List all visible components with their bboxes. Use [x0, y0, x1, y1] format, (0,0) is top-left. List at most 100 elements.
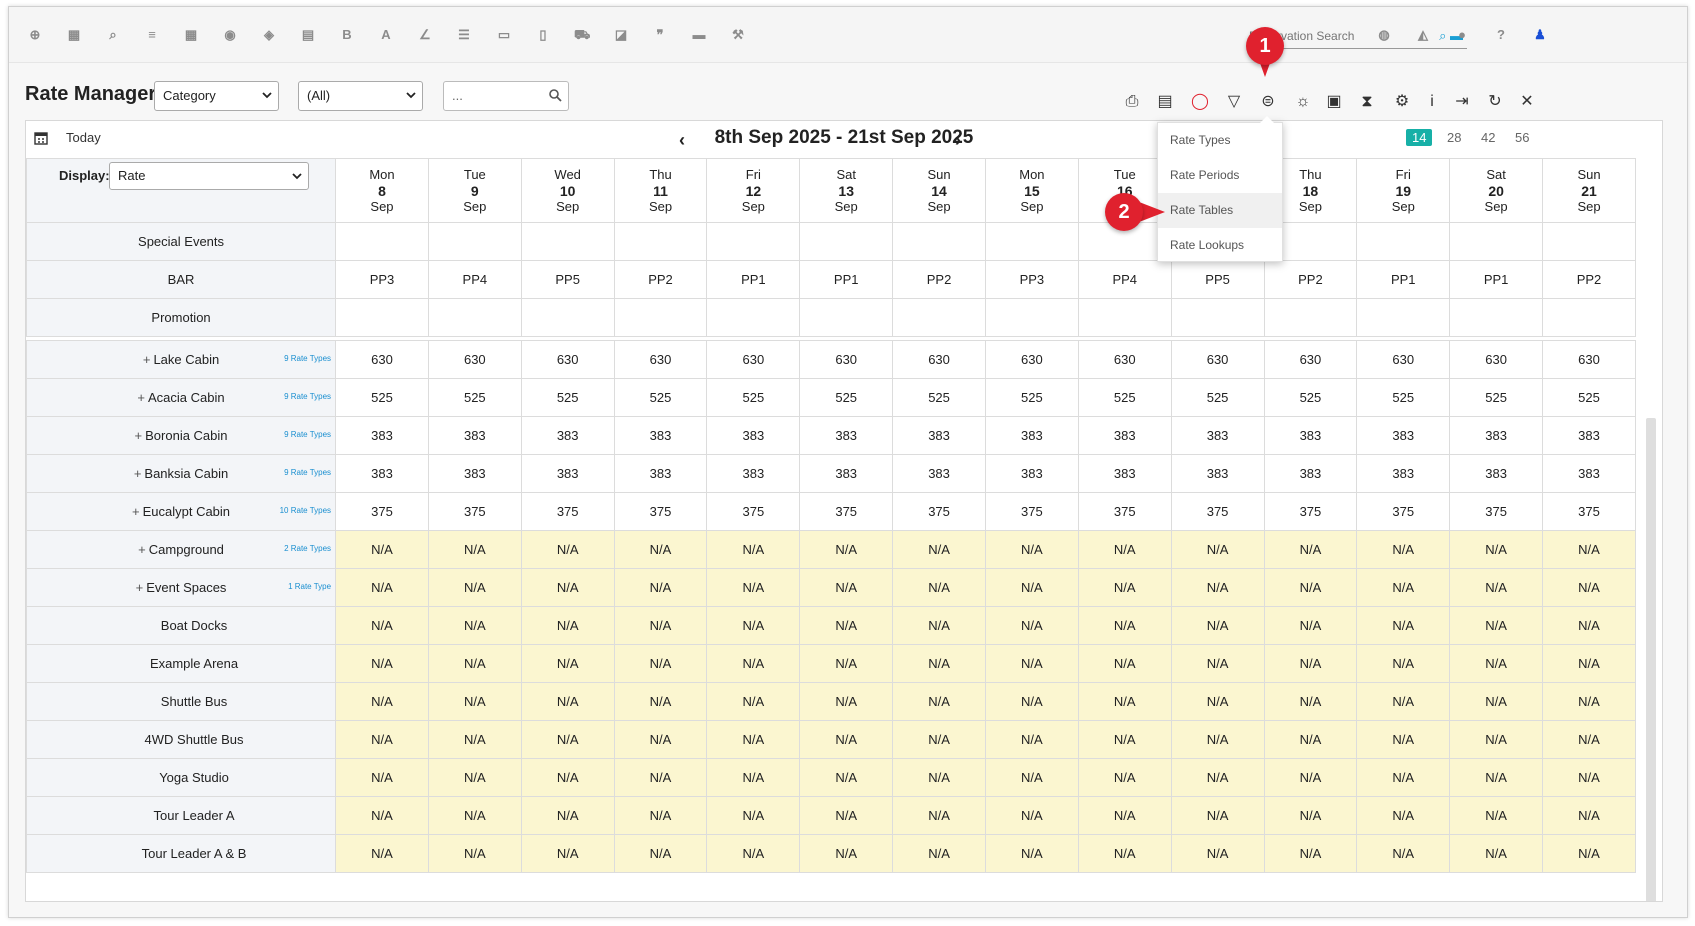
rate-cell[interactable]: N/A	[335, 530, 429, 569]
rate-cell[interactable]: 630	[613, 340, 708, 379]
rate-cell[interactable]: 525	[984, 378, 1079, 417]
expand-plus-icon[interactable]: +	[137, 390, 146, 405]
rate-cell[interactable]: N/A	[1542, 682, 1636, 721]
rate-cell[interactable]: N/A	[1356, 606, 1451, 645]
rate-cell[interactable]: N/A	[520, 720, 615, 759]
rate-cell[interactable]: N/A	[892, 796, 986, 835]
rate-cell[interactable]: N/A	[799, 682, 894, 721]
expand-plus-icon[interactable]: +	[134, 428, 143, 443]
list-icon[interactable]: ▤	[1157, 93, 1173, 110]
rate-cell[interactable]: N/A	[1170, 720, 1265, 759]
rate-cell[interactable]: 525	[427, 378, 522, 417]
rate-cell[interactable]: 375	[799, 492, 894, 531]
promotion-row-cell[interactable]	[1077, 298, 1172, 337]
rate-cell[interactable]: 375	[1077, 492, 1172, 531]
display-select[interactable]: Rate	[109, 161, 309, 190]
bar-row-cell[interactable]: PP1	[706, 260, 801, 299]
rate-cell[interactable]: N/A	[613, 720, 708, 759]
rate-cell[interactable]: N/A	[984, 796, 1079, 835]
rate-cell[interactable]: 630	[1170, 340, 1265, 379]
promotion-row-cell[interactable]	[706, 298, 801, 337]
bar-row-cell[interactable]: PP3	[335, 260, 429, 299]
rate-cell[interactable]: 525	[892, 378, 986, 417]
rate-cell[interactable]: N/A	[1542, 720, 1636, 759]
rate-cell[interactable]: N/A	[1542, 568, 1636, 607]
rate-cell[interactable]: N/A	[706, 834, 801, 873]
bold-icon[interactable]: B	[342, 27, 352, 42]
rate-cell[interactable]: N/A	[799, 568, 894, 607]
rate-cell[interactable]: 630	[1542, 340, 1636, 379]
hammer-icon[interactable]: ⚒	[732, 27, 744, 42]
special-events-row-cell[interactable]	[892, 222, 986, 261]
rate-cell[interactable]: N/A	[706, 644, 801, 683]
rate-cell[interactable]: 383	[520, 454, 615, 493]
rate-cell[interactable]: 383	[613, 416, 708, 455]
promotion-row-cell[interactable]	[984, 298, 1079, 337]
rate-cell[interactable]: N/A	[892, 644, 986, 683]
room-type-label[interactable]: Tour Leader A & B	[26, 834, 337, 873]
help-icon[interactable]: ?	[1497, 27, 1505, 42]
days-option-28[interactable]: 28	[1447, 130, 1462, 145]
rate-cell[interactable]: N/A	[984, 606, 1079, 645]
rate-cell[interactable]: N/A	[706, 682, 801, 721]
rate-types-link[interactable]: 1 Rate Type	[288, 582, 332, 591]
chat-icon[interactable]: ●	[1458, 27, 1466, 42]
globe-icon[interactable]: ◍	[1378, 27, 1390, 42]
rate-cell[interactable]: N/A	[427, 644, 522, 683]
rate-cell[interactable]: N/A	[1542, 530, 1636, 569]
room-type-label[interactable]: + Acacia Cabin 9 Rate Types	[26, 378, 337, 417]
rate-cell[interactable]: 375	[613, 492, 708, 531]
bar-row-cell[interactable]: PP4	[427, 260, 522, 299]
today-button[interactable]: Today	[66, 130, 101, 145]
rate-cell[interactable]: 383	[1077, 416, 1172, 455]
rate-cell[interactable]: N/A	[1542, 644, 1636, 683]
special-events-row-cell[interactable]	[613, 222, 708, 261]
vertical-scrollbar[interactable]	[1646, 418, 1656, 901]
rate-cell[interactable]: N/A	[613, 682, 708, 721]
rate-cell[interactable]: N/A	[706, 606, 801, 645]
rate-cell[interactable]: 383	[1263, 416, 1358, 455]
rate-cell[interactable]: N/A	[613, 568, 708, 607]
bed-icon[interactable]: ▬	[692, 27, 706, 42]
rate-cell[interactable]: N/A	[1077, 796, 1172, 835]
rate-cell[interactable]: N/A	[1077, 682, 1172, 721]
bell-icon[interactable]: ◭	[1418, 27, 1428, 42]
rate-cell[interactable]: N/A	[984, 758, 1079, 797]
rate-cell[interactable]: N/A	[427, 682, 522, 721]
rate-cell[interactable]: N/A	[1170, 758, 1265, 797]
rate-cell[interactable]: N/A	[1077, 720, 1172, 759]
menu-item-rate-periods[interactable]: Rate Periods	[1170, 168, 1240, 182]
rate-cell[interactable]: N/A	[613, 796, 708, 835]
room-type-label[interactable]: + Lake Cabin 9 Rate Types	[26, 340, 337, 379]
comment-icon[interactable]: ◯	[1191, 93, 1209, 110]
rate-cell[interactable]: N/A	[427, 720, 522, 759]
rate-cell[interactable]: N/A	[984, 834, 1079, 873]
rate-cell[interactable]: N/A	[1356, 834, 1451, 873]
bar-row-cell[interactable]: PP1	[799, 260, 894, 299]
promotion-row-cell[interactable]	[1356, 298, 1451, 337]
menu-item-rate-types[interactable]: Rate Types	[1170, 133, 1231, 147]
rate-cell[interactable]: 630	[892, 340, 986, 379]
calendar-icon[interactable]: ▦	[67, 27, 81, 42]
rate-cell[interactable]: 525	[613, 378, 708, 417]
rate-cell[interactable]: N/A	[335, 682, 429, 721]
promotion-row-cell[interactable]	[427, 298, 522, 337]
rate-cell[interactable]: N/A	[892, 834, 986, 873]
rate-cell[interactable]: N/A	[1449, 568, 1544, 607]
rate-cell[interactable]: 525	[1449, 378, 1544, 417]
bar-row-cell[interactable]: PP1	[1356, 260, 1451, 299]
rate-cell[interactable]: N/A	[1263, 644, 1358, 683]
room-type-label[interactable]: + Eucalypt Cabin 10 Rate Types	[26, 492, 337, 531]
rate-cell[interactable]: N/A	[1263, 568, 1358, 607]
room-type-label[interactable]: 4WD Shuttle Bus	[26, 720, 337, 759]
rate-stamp-icon[interactable]: ⊜	[1261, 93, 1275, 110]
rate-cell[interactable]: N/A	[335, 644, 429, 683]
rate-cell[interactable]: N/A	[613, 758, 708, 797]
rate-cell[interactable]: 383	[1356, 416, 1451, 455]
rate-cell[interactable]: N/A	[1449, 720, 1544, 759]
table-icon[interactable]: ▦	[184, 27, 198, 42]
rate-cell[interactable]: 383	[706, 416, 801, 455]
calendar-icon[interactable]	[34, 131, 48, 145]
rate-cell[interactable]: N/A	[1356, 720, 1451, 759]
special-events-row-cell[interactable]	[799, 222, 894, 261]
